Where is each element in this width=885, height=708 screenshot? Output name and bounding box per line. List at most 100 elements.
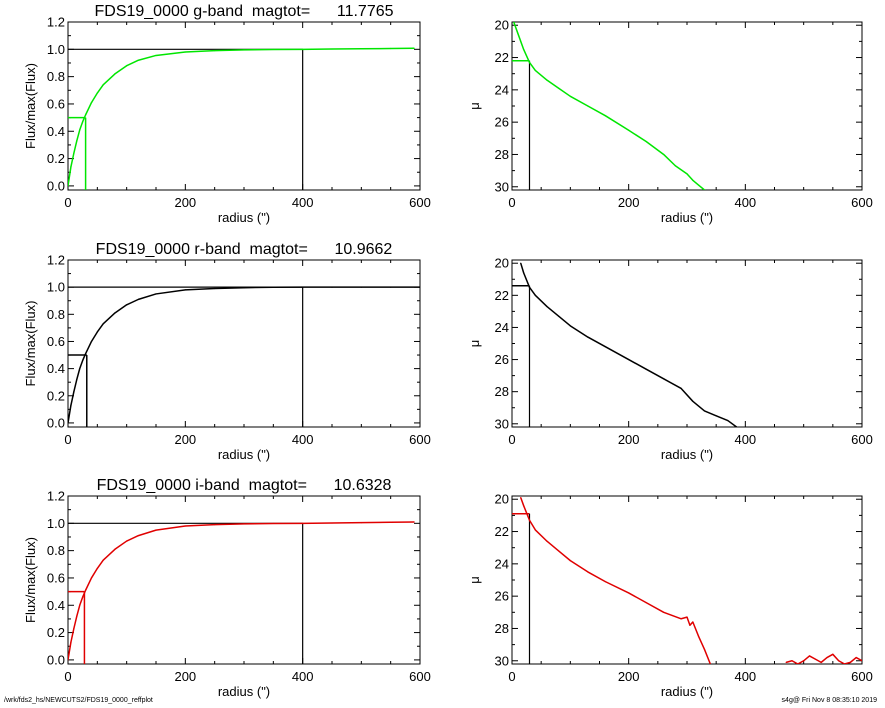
- data-point: [587, 336, 589, 338]
- data-point: [137, 298, 139, 300]
- data-point: [558, 87, 560, 89]
- y-tick-label: 0.6: [47, 334, 65, 349]
- data-point: [90, 101, 93, 104]
- y-tick-label: 0.4: [47, 361, 65, 376]
- y-tick-label: 26: [495, 589, 509, 604]
- x-tick-label: 600: [409, 195, 431, 210]
- y-tick-label: 26: [495, 115, 509, 130]
- data-point: [546, 79, 548, 81]
- data-point: [604, 581, 606, 583]
- plot-area: [512, 497, 862, 664]
- data-point: [517, 32, 519, 34]
- data-point: [114, 312, 116, 314]
- data-point: [680, 387, 682, 390]
- data-point: [390, 521, 392, 523]
- data-point: [96, 92, 98, 94]
- y-tick-label: 1.2: [47, 489, 65, 504]
- x-axis-label: radius ("): [218, 684, 270, 699]
- data-point: [546, 540, 548, 542]
- data-point: [698, 635, 700, 638]
- chart-panel-1: 0 200 400 600 0.0 0.2 0.4 0.6 0.8 1.0 1.2 radius ("…: [23, 3, 431, 225]
- x-tick-label: 0: [508, 669, 515, 684]
- x-tick-label: 400: [292, 669, 314, 684]
- data-point: [534, 294, 536, 296]
- y-tick-label: 20: [495, 18, 509, 33]
- y-tick-label: 0.4: [47, 124, 65, 139]
- data-point: [528, 286, 531, 288]
- data-point: [137, 59, 139, 61]
- data-point: [569, 325, 571, 327]
- y-tick-label: 24: [495, 320, 509, 335]
- data-point: [558, 550, 560, 552]
- data-point: [184, 525, 186, 527]
- data-point: [645, 368, 647, 370]
- chart-title: FDS19_0000 r-band magtot= 10.9662: [96, 241, 393, 258]
- x-tick-label: 400: [734, 432, 756, 447]
- data-point: [838, 660, 840, 662]
- data-point: [534, 69, 536, 72]
- data-point: [692, 621, 694, 623]
- data-point: [569, 95, 571, 97]
- chart-title: FDS19_0000 g-band magtot= 11.7765: [94, 3, 393, 20]
- y-tick-label: 0.8: [47, 307, 65, 322]
- y-tick-label: 30: [495, 653, 509, 668]
- data-point: [715, 415, 717, 417]
- data-point: [214, 50, 216, 52]
- x-axis-label: radius ("): [218, 210, 270, 225]
- x-tick-label: 400: [292, 432, 314, 447]
- x-tick-label: 600: [851, 432, 873, 447]
- y-tick-label: 30: [495, 179, 509, 194]
- data-point: [604, 115, 606, 117]
- y-axis-label: μ: [467, 576, 482, 584]
- data-point: [587, 571, 589, 573]
- data-point: [686, 173, 688, 175]
- data-point: [68, 659, 69, 661]
- data-point: [390, 47, 392, 50]
- data-point: [70, 641, 72, 643]
- x-tick-label: 0: [64, 432, 71, 447]
- footer-timestamp: s4g@ Fri Nov 8 08:35:10 2019: [781, 697, 877, 704]
- plot-area: [68, 286, 420, 427]
- data-point: [419, 286, 420, 288]
- y-tick-label: 30: [495, 416, 509, 431]
- y-tick-label: 26: [495, 352, 509, 367]
- y-tick-label: 28: [495, 384, 509, 399]
- data-point: [692, 400, 694, 402]
- series-line: [68, 47, 415, 187]
- x-tick-label: 400: [292, 195, 314, 210]
- data-point: [85, 114, 87, 116]
- x-tick-label: 200: [174, 669, 196, 684]
- y-tick-label: 28: [495, 147, 509, 162]
- x-tick-label: 200: [174, 195, 196, 210]
- data-point: [272, 48, 274, 51]
- data-point: [785, 661, 787, 663]
- plot-frame: [67, 495, 421, 665]
- chart-title: FDS19_0000 i-band magtot= 10.6328: [97, 477, 392, 494]
- series-line: [520, 262, 738, 427]
- data-point: [90, 340, 93, 343]
- y-tick-label: 1.2: [47, 15, 65, 30]
- plot-area: [512, 22, 706, 190]
- data-point: [90, 577, 93, 579]
- data-point: [808, 655, 811, 657]
- data-point: [703, 189, 706, 190]
- data-point: [96, 331, 98, 333]
- data-point: [126, 304, 128, 306]
- data-point: [569, 560, 571, 562]
- y-tick-label: 0.8: [47, 69, 65, 84]
- x-tick-label: 0: [508, 432, 515, 447]
- data-point: [413, 47, 415, 49]
- x-tick-label: 0: [64, 669, 71, 684]
- data-point: [513, 22, 515, 23]
- y-tick-label: 0.6: [47, 570, 65, 585]
- data-point: [797, 663, 799, 664]
- data-point: [114, 73, 116, 75]
- chart-panel-3: 0 200 400 600 0.0 0.2 0.4 0.6 0.8 1.0 1.2 radius ("…: [23, 241, 431, 462]
- data-point: [126, 540, 128, 542]
- y-axis-label: Flux/max(Flux): [23, 63, 38, 149]
- y-tick-label: 1.2: [47, 253, 65, 268]
- data-point: [126, 65, 128, 67]
- x-tick-label: 200: [174, 432, 196, 447]
- series-line: [68, 286, 420, 424]
- data-point: [79, 129, 81, 131]
